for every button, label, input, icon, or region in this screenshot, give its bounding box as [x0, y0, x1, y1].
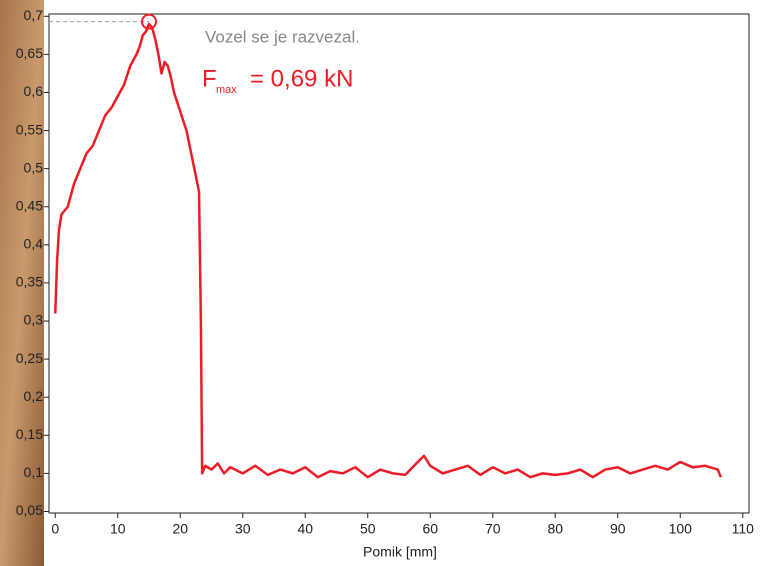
fmax-subscript: max	[216, 84, 237, 96]
x-tick-label: 100	[669, 521, 693, 537]
y-tick-label: 0,05	[16, 502, 43, 518]
x-tick-label: 90	[610, 521, 626, 537]
x-axis-label: Pomik [mm]	[363, 544, 437, 560]
y-tick-label: 0,7	[24, 7, 44, 23]
y-tick-label: 0,65	[16, 45, 43, 61]
y-tick-label: 0,3	[24, 312, 44, 328]
x-tick-label: 0	[51, 521, 59, 537]
x-tick-label: 60	[422, 521, 438, 537]
photo-strip	[0, 0, 44, 566]
y-tick-label: 0,2	[24, 388, 44, 404]
force-line	[54, 22, 723, 479]
y-tick-label: 0,4	[24, 236, 44, 252]
y-tick-label: 0,45	[16, 197, 43, 213]
x-tick-label: 50	[360, 521, 376, 537]
y-tick-label: 0,55	[16, 121, 43, 137]
y-tick-label: 0,35	[16, 274, 43, 290]
x-tick-label: 70	[485, 521, 501, 537]
y-tick-label: 0,6	[24, 83, 44, 99]
x-tick-label: 80	[547, 521, 563, 537]
fmax-symbol: F	[202, 65, 217, 92]
plot-frame	[48, 13, 750, 514]
y-tick-label: 0,25	[16, 350, 43, 366]
peak-marker	[141, 13, 157, 30]
x-tick-label: 10	[110, 521, 126, 537]
annotation-note: Vozel se je razvezal.	[205, 27, 360, 46]
x-tick-label: 30	[235, 521, 251, 537]
x-tick-label: 110	[732, 521, 755, 537]
y-tick-label: 0,1	[24, 464, 44, 480]
y-tick-label: 0,15	[16, 426, 43, 442]
fmax-value: = 0,69 kN	[250, 65, 353, 92]
y-tick-label: 0,5	[24, 159, 44, 175]
x-tick-label: 40	[297, 521, 313, 537]
x-tick-label: 20	[172, 521, 188, 537]
